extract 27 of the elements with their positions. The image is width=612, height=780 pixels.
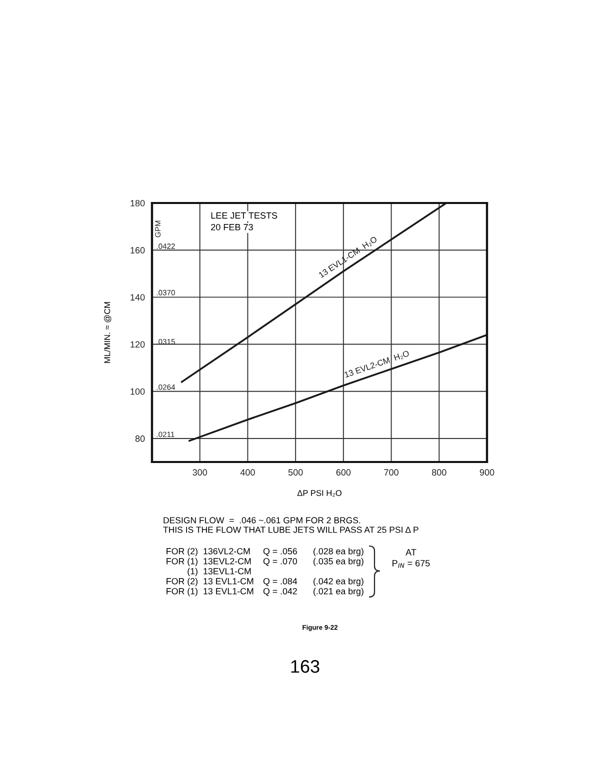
- x-tick-label: 800: [432, 469, 446, 476]
- y-tick-label: 140: [130, 294, 145, 301]
- x-axis-title: ΔP PSI H₂O: [297, 490, 342, 497]
- y-axis-title: ML/MIN. ≈ @CM: [104, 302, 112, 363]
- y-tick-label: 180: [130, 200, 145, 206]
- x-tick-label: 900: [480, 469, 494, 476]
- text: P$_{IN}$ = 675: [392, 560, 430, 568]
- x-tick-label: 600: [336, 469, 351, 476]
- y-tick-label: 120: [130, 341, 145, 348]
- text: FOR (2) 13 EVL1-CM Q = .084 (.042 ea brg): [166, 578, 364, 586]
- text: FOR (2) 136VL2-CM Q = .056 (.028 ea brg): [166, 548, 364, 556]
- text: (1) 13EVL1-CM: [188, 568, 251, 576]
- y-tick-label: 100: [130, 388, 145, 395]
- x-tick-label: 400: [240, 469, 255, 476]
- text: FOR (1) 13EVL2-CM Q = .070 (.035 ea brg): [166, 558, 364, 566]
- x-tick-label: 500: [288, 469, 303, 476]
- text: AT: [406, 549, 416, 556]
- x-tick-label: 700: [384, 469, 398, 476]
- text: LEE JET TESTS: [211, 212, 278, 219]
- x-tick-label: 300: [192, 469, 208, 476]
- text: THIS IS THE FLOW THAT LUBE JETS WILL PASS AT 25 PSI Δ P: [163, 526, 418, 533]
- text: FOR (1) 13 EVL1-CM Q = .042 (.021 ea brg): [166, 588, 364, 596]
- text: DESIGN FLOW = .046 ~.061 GPM FOR 2 BRGS.: [164, 517, 360, 524]
- text: 20 FEB 73: [211, 224, 253, 230]
- y-tick-label: 80: [135, 435, 145, 442]
- y-tick-label: 160: [130, 247, 145, 254]
- text: 163: [291, 660, 320, 673]
